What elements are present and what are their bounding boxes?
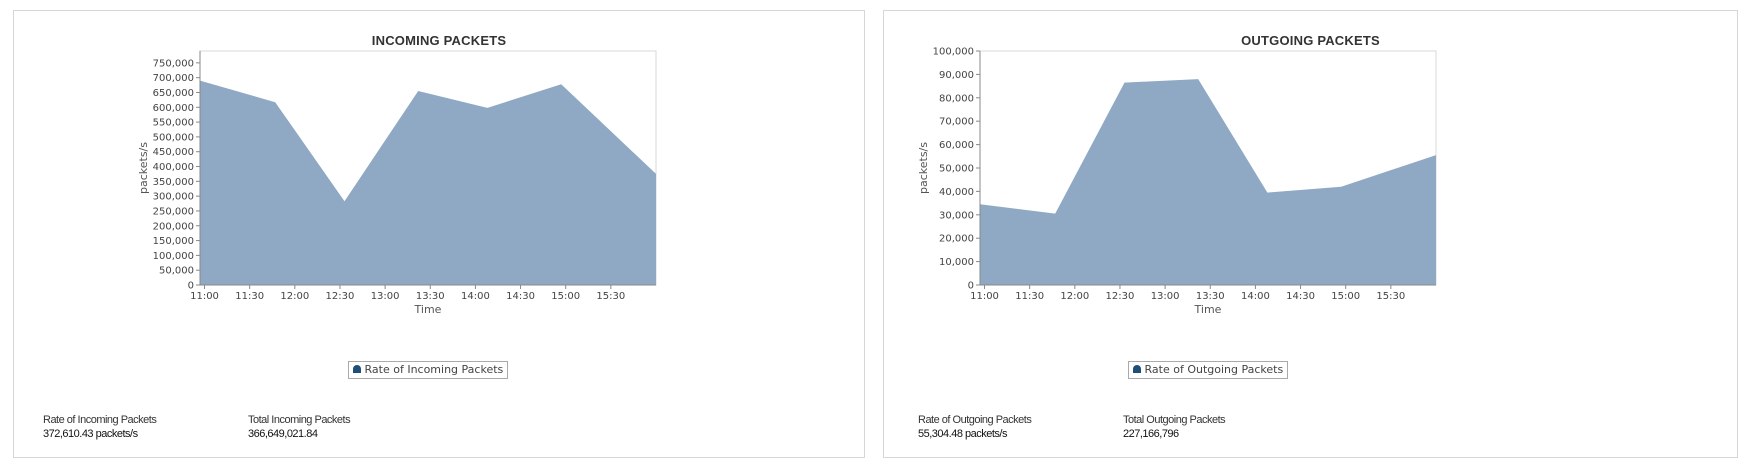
x-tick-label: 13:30 — [1196, 291, 1225, 302]
x-tick-label: 13:30 — [416, 291, 445, 302]
chart-title: OUTGOING PACKETS — [1241, 33, 1380, 48]
outgoing-packets-chart: 0 10,000 20,000 30,000 40,000 50,000 60,000 70,… — [917, 47, 1437, 316]
incoming-rate-stat: Rate of Incoming Packets 372,610.43 pack… — [43, 414, 157, 440]
outgoing-total-stat: Total Outgoing Packets 227,166,796 — [1123, 414, 1226, 440]
x-tick-label: 11:30 — [1015, 291, 1044, 302]
y-tick-label: 750,000 — [153, 58, 194, 69]
y-tick-label: 50,000 — [159, 266, 194, 277]
legend-label: Rate of Outgoing Packets — [1144, 363, 1284, 376]
stat-value: 366,649,021.84 — [248, 428, 318, 440]
y-tick-label: 600,000 — [153, 103, 194, 114]
y-tick-label: 0 — [188, 281, 194, 292]
y-tick-label: 0 — [968, 281, 974, 292]
x-tick-label: 14:30 — [1286, 291, 1315, 302]
y-tick-label: 70,000 — [939, 117, 974, 128]
chart-legend[interactable]: Rate of Incoming Packets — [347, 361, 509, 379]
y-tick-label: 100,000 — [933, 47, 974, 58]
series-area — [200, 80, 656, 285]
y-tick-label: 300,000 — [153, 192, 194, 203]
y-tick-label: 90,000 — [939, 70, 974, 81]
y-tick-label: 500,000 — [153, 132, 194, 143]
x-tick-label: 13:00 — [371, 291, 400, 302]
x-axis-label: Time — [414, 303, 442, 316]
y-tick-label: 10,000 — [939, 257, 974, 268]
x-tick-label: 13:00 — [1151, 291, 1180, 302]
y-tick-label: 350,000 — [153, 177, 194, 188]
y-tick-label: 150,000 — [153, 236, 194, 247]
y-tick-label: 550,000 — [153, 118, 194, 129]
x-tick-label: 15:30 — [596, 291, 625, 302]
x-tick-label: 15:00 — [551, 291, 580, 302]
incoming-packets-panel: INCOMING PACKETS 0 50,000 100,000 150,000 20… — [13, 10, 865, 458]
x-tick-label: 11:30 — [235, 291, 264, 302]
stat-value: 55,304.48 packets/s — [918, 428, 1007, 440]
x-tick-label: 12:30 — [1106, 291, 1135, 302]
incoming-total-stat: Total Incoming Packets 366,649,021.84 — [248, 414, 351, 440]
chart-legend[interactable]: Rate of Outgoing Packets — [1127, 361, 1289, 379]
incoming-packets-chart: 0 50,000 100,000 150,000 200,000 250,000 300,0… — [137, 50, 657, 316]
x-tick-label: 11:00 — [970, 291, 999, 302]
y-tick-label: 80,000 — [939, 93, 974, 104]
stat-label: Rate of Outgoing Packets — [918, 414, 1032, 426]
y-tick-label: 250,000 — [153, 206, 194, 217]
y-tick-label: 700,000 — [153, 73, 194, 84]
y-tick-label: 100,000 — [153, 251, 194, 262]
x-tick-label: 15:30 — [1376, 291, 1405, 302]
stat-label: Total Incoming Packets — [248, 414, 351, 426]
x-tick-label: 14:00 — [1241, 291, 1270, 302]
y-axis-label: packets/s — [137, 142, 150, 194]
y-tick-label: 450,000 — [153, 147, 194, 158]
x-tick-label: 14:00 — [461, 291, 490, 302]
chart-title: INCOMING PACKETS — [371, 33, 507, 48]
legend-label: Rate of Incoming Packets — [364, 363, 504, 376]
x-tick-label: 11:00 — [190, 291, 219, 302]
outgoing-packets-panel: OUTGOING PACKETS 0 10,000 20,000 30,000 40,0… — [883, 10, 1738, 458]
series-area — [980, 79, 1436, 285]
legend-marker-icon — [1132, 365, 1141, 373]
stat-value: 372,610.43 packets/s — [43, 428, 138, 440]
y-tick-label: 30,000 — [939, 210, 974, 221]
legend-marker-icon — [352, 365, 361, 373]
x-axis-label: Time — [1194, 303, 1222, 316]
y-tick-label: 20,000 — [939, 234, 974, 245]
x-tick-label: 14:30 — [506, 291, 535, 302]
y-tick-label: 200,000 — [153, 221, 194, 232]
y-tick-label: 60,000 — [939, 140, 974, 151]
y-axis-label: packets/s — [917, 142, 930, 194]
x-tick-label: 12:00 — [1060, 291, 1089, 302]
stat-label: Rate of Incoming Packets — [43, 414, 157, 426]
y-tick-label: 650,000 — [153, 88, 194, 99]
x-tick-label: 12:30 — [326, 291, 355, 302]
y-tick-label: 400,000 — [153, 162, 194, 173]
stat-value: 227,166,796 — [1123, 428, 1179, 440]
x-tick-label: 12:00 — [280, 291, 309, 302]
outgoing-rate-stat: Rate of Outgoing Packets 55,304.48 packe… — [918, 414, 1032, 440]
stat-label: Total Outgoing Packets — [1123, 414, 1226, 426]
y-tick-label: 40,000 — [939, 187, 974, 198]
x-tick-label: 15:00 — [1331, 291, 1360, 302]
y-tick-label: 50,000 — [939, 164, 974, 175]
